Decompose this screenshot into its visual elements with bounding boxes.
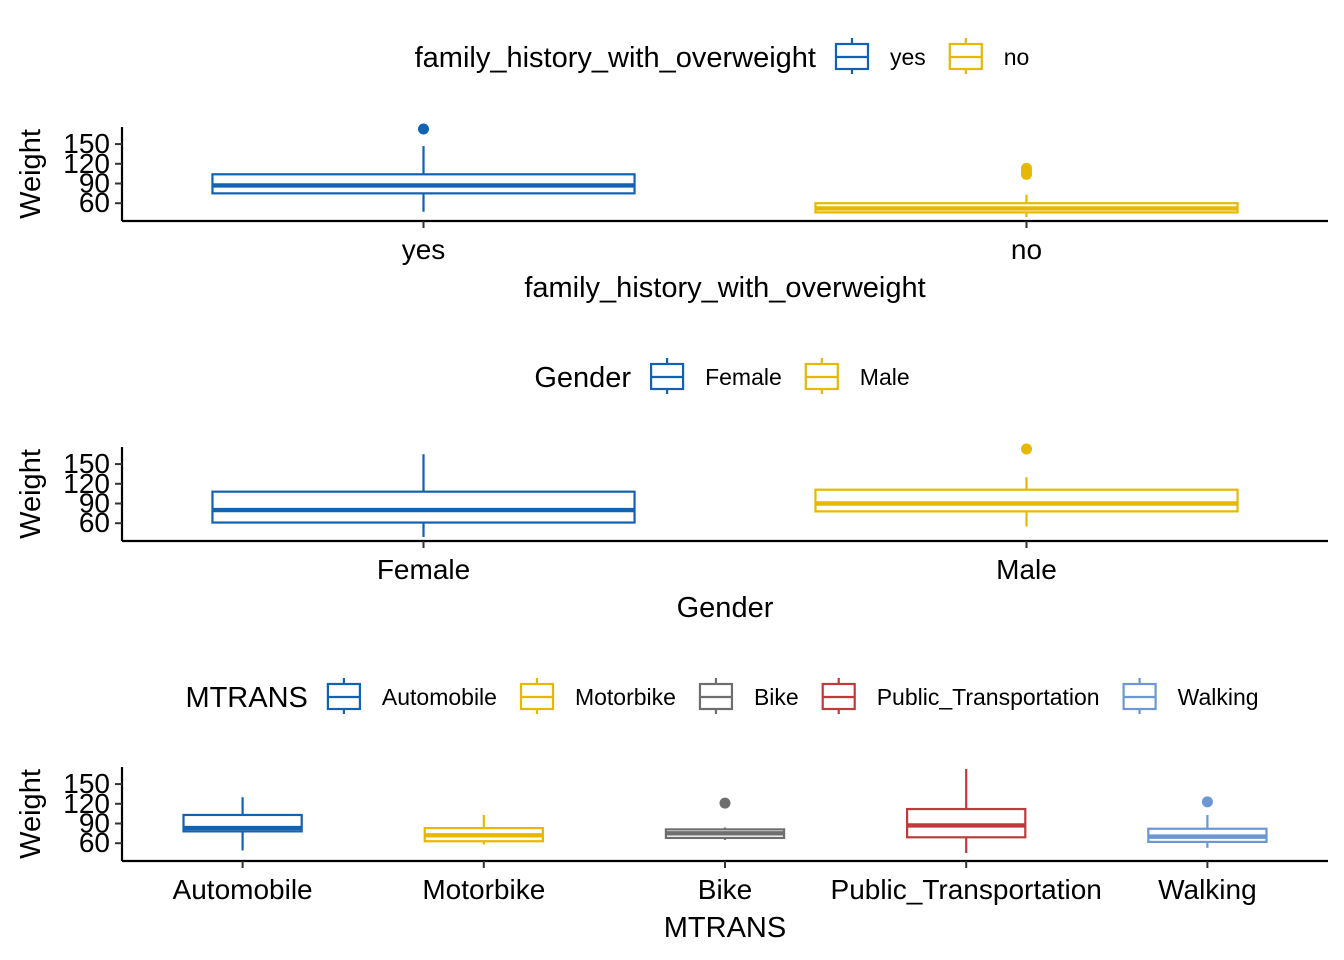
y-tick-label-120: 120 [63, 148, 110, 179]
outlier-point [418, 123, 429, 135]
legend-key-0 [326, 678, 361, 714]
legend-key-1 [804, 358, 839, 394]
legend-key-1 [948, 38, 983, 74]
box-body [211, 490, 636, 524]
legend-label-1: Motorbike [575, 684, 676, 710]
y-tick-label-90: 90 [79, 807, 110, 838]
x-tick-label-2: Bike [698, 874, 752, 905]
x-tick-label-4: Walking [1158, 874, 1257, 905]
legend: Gender Female Male [534, 358, 910, 394]
y-tick-label-90: 90 [79, 167, 110, 198]
box-body [906, 807, 1027, 839]
outlier-point [1201, 796, 1213, 808]
outlier-point [1021, 162, 1032, 174]
box-4 [1147, 796, 1268, 848]
legend-key-1 [519, 678, 555, 714]
y-tick-label-150: 150 [63, 128, 110, 159]
legend-title: family_history_with_overweight [415, 42, 816, 74]
outlier-point [719, 797, 731, 809]
legend-label-0: Automobile [382, 684, 497, 710]
y-tick-label-60: 60 [79, 187, 110, 218]
y-tick-label-150: 150 [63, 768, 110, 799]
y-axis-title: Weight [15, 129, 47, 219]
box-2 [664, 797, 786, 840]
legend-label-1: no [1004, 44, 1030, 70]
box-0 [211, 454, 636, 537]
box-0 [211, 123, 636, 212]
legend: family_history_with_overweight yes no [415, 38, 1030, 74]
x-tick-label-0: yes [402, 234, 446, 265]
x-tick-label-0: Automobile [173, 874, 313, 905]
box-0 [182, 797, 303, 851]
legend-label-3: Public_Transportation [877, 684, 1100, 710]
y-tick-label-120: 120 [63, 788, 110, 819]
legend-title: MTRANS [185, 682, 307, 714]
legend-key-4 [1122, 678, 1157, 714]
legend-title: Gender [534, 362, 631, 394]
box-1 [814, 162, 1239, 217]
x-axis-title: Gender [677, 592, 774, 624]
y-tick-label-60: 60 [79, 827, 110, 858]
legend-key-3 [821, 678, 856, 714]
panel-family-history: family_history_with_overweight yes no60901… [15, 38, 1328, 304]
panel-mtrans: MTRANS Automobile Motorbike Bike Public_Tran… [15, 678, 1328, 944]
legend-key-2 [698, 678, 734, 714]
legend-key-0 [834, 38, 870, 74]
legend-label-2: Bike [754, 684, 799, 710]
x-tick-label-3: Public_Transportation [831, 874, 1102, 905]
x-tick-label-1: Male [996, 554, 1057, 585]
box-1 [423, 814, 544, 845]
x-axis-title: family_history_with_overweight [524, 272, 925, 304]
legend-label-0: Female [705, 364, 782, 390]
y-tick-label-90: 90 [79, 487, 110, 518]
y-axis-title: Weight [15, 769, 47, 859]
legend: MTRANS Automobile Motorbike Bike Public_Tran… [185, 678, 1259, 714]
legend-label-4: Walking [1178, 684, 1259, 710]
outlier-point [1021, 443, 1032, 455]
box-body [814, 488, 1239, 513]
x-tick-label-0: Female [377, 554, 470, 585]
x-tick-label-1: Motorbike [422, 874, 545, 905]
y-tick-label-150: 150 [63, 448, 110, 479]
y-axis-title: Weight [15, 449, 47, 539]
x-axis-title: MTRANS [664, 912, 786, 944]
legend-key-0 [649, 358, 685, 394]
legend-label-1: Male [860, 364, 910, 390]
box-3 [906, 768, 1027, 854]
legend-label-0: yes [890, 44, 926, 70]
y-tick-label-60: 60 [79, 507, 110, 538]
y-tick-label-120: 120 [63, 468, 110, 499]
x-tick-label-1: no [1011, 234, 1042, 265]
box-1 [814, 443, 1239, 527]
